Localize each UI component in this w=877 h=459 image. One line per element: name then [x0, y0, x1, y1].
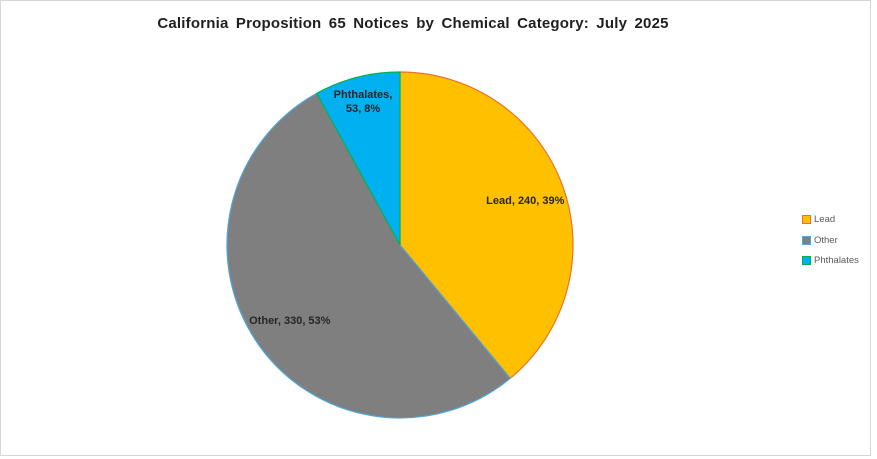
- pie-label-phthalates: Phthalates, 53, 8%: [334, 89, 393, 115]
- pie-slice-lead[interactable]: [399, 71, 574, 380]
- legend-item-other[interactable]: Other: [802, 234, 859, 247]
- legend-label-phthalates: Phthalates: [814, 255, 859, 266]
- legend-swatch-lead-icon: [802, 215, 811, 224]
- legend-label-lead: Lead: [814, 214, 836, 225]
- legend-item-phthalates[interactable]: Phthalates: [802, 254, 859, 267]
- legend-swatch-phthalates-icon: [802, 256, 811, 265]
- chart-title: California Proposition 65 Notices by Che…: [157, 15, 669, 32]
- legend-item-lead[interactable]: Lead: [802, 213, 859, 226]
- legend-swatch-other-icon: [802, 235, 811, 245]
- pie-label-other: Other, 330, 53%: [249, 315, 331, 327]
- legend: Lead Other Phthalates: [802, 213, 859, 267]
- pie-label-lead: Lead, 240, 39%: [486, 195, 564, 207]
- pie-slice-phthalates[interactable]: [315, 71, 401, 246]
- pie-slice-other[interactable]: [226, 92, 512, 419]
- legend-label-other: Other: [814, 234, 838, 246]
